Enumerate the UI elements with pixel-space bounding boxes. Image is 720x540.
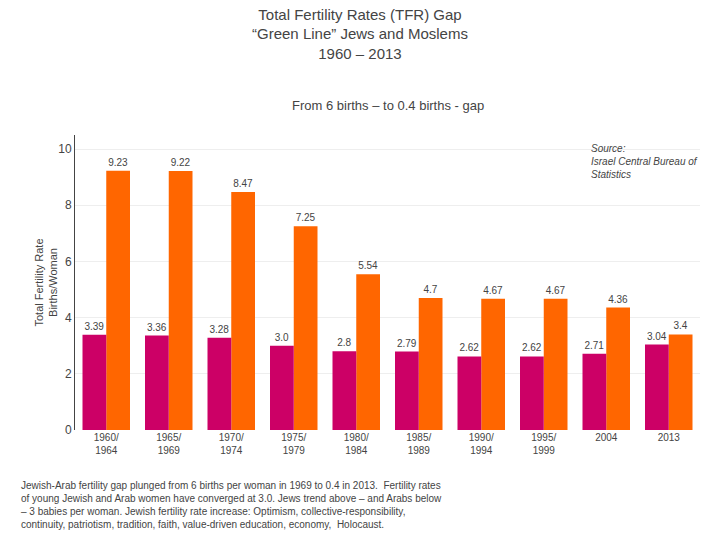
svg-text:3.28: 3.28 [209, 324, 229, 335]
svg-text:8: 8 [65, 198, 72, 212]
svg-text:9.22: 9.22 [171, 157, 191, 168]
svg-text:1965/1969: 1965/1969 [156, 432, 181, 456]
svg-text:4.67: 4.67 [546, 285, 566, 296]
svg-text:Total Fertility Rates (TFR) Ga: Total Fertility Rates (TFR) Gap“Green Li… [252, 6, 468, 62]
svg-text:2013: 2013 [658, 432, 681, 443]
svg-text:8.47: 8.47 [233, 178, 253, 189]
svg-text:1995/1999: 1995/1999 [531, 432, 556, 456]
svg-text:2.62: 2.62 [459, 342, 479, 353]
svg-text:2: 2 [65, 367, 72, 381]
svg-text:4.7: 4.7 [423, 284, 437, 295]
svg-text:4.36: 4.36 [608, 294, 628, 305]
svg-text:3.04: 3.04 [647, 331, 667, 342]
svg-text:1985/1989: 1985/1989 [406, 432, 431, 456]
svg-text:0: 0 [65, 423, 72, 437]
svg-text:1980/1984: 1980/1984 [344, 432, 369, 456]
svg-text:1975/1979: 1975/1979 [281, 432, 306, 456]
svg-text:7.25: 7.25 [296, 212, 316, 223]
svg-text:6: 6 [65, 255, 72, 269]
svg-text:2.62: 2.62 [522, 342, 542, 353]
svg-text:2.79: 2.79 [397, 338, 417, 349]
svg-text:Jewish-Arab fertility gap plun: Jewish-Arab fertility gap plunged from 6… [21, 480, 442, 530]
svg-text:3.0: 3.0 [275, 332, 289, 343]
svg-text:10: 10 [58, 142, 72, 156]
svg-text:3.39: 3.39 [84, 321, 104, 332]
svg-text:4.67: 4.67 [483, 285, 503, 296]
svg-text:4: 4 [65, 311, 72, 325]
svg-text:1970/1974: 1970/1974 [219, 432, 244, 456]
svg-text:1990/1994: 1990/1994 [469, 432, 494, 456]
svg-text:5.54: 5.54 [358, 260, 378, 271]
svg-text:From 6 births – to 0.4 births: From 6 births – to 0.4 births - gap [292, 98, 484, 113]
svg-text:Total Fertility RateBirths/Wom: Total Fertility RateBirths/Woman [33, 238, 59, 326]
svg-text:9.23: 9.23 [108, 157, 128, 168]
svg-text:3.4: 3.4 [673, 320, 687, 331]
svg-text:1960/1964: 1960/1964 [94, 432, 119, 456]
svg-text:2.71: 2.71 [584, 340, 604, 351]
svg-text:2.8: 2.8 [337, 337, 351, 348]
svg-text:2004: 2004 [595, 432, 618, 443]
svg-text:Source:Israel Central Bureau o: Source:Israel Central Bureau ofStatistic… [591, 143, 698, 180]
svg-text:3.36: 3.36 [147, 322, 167, 333]
